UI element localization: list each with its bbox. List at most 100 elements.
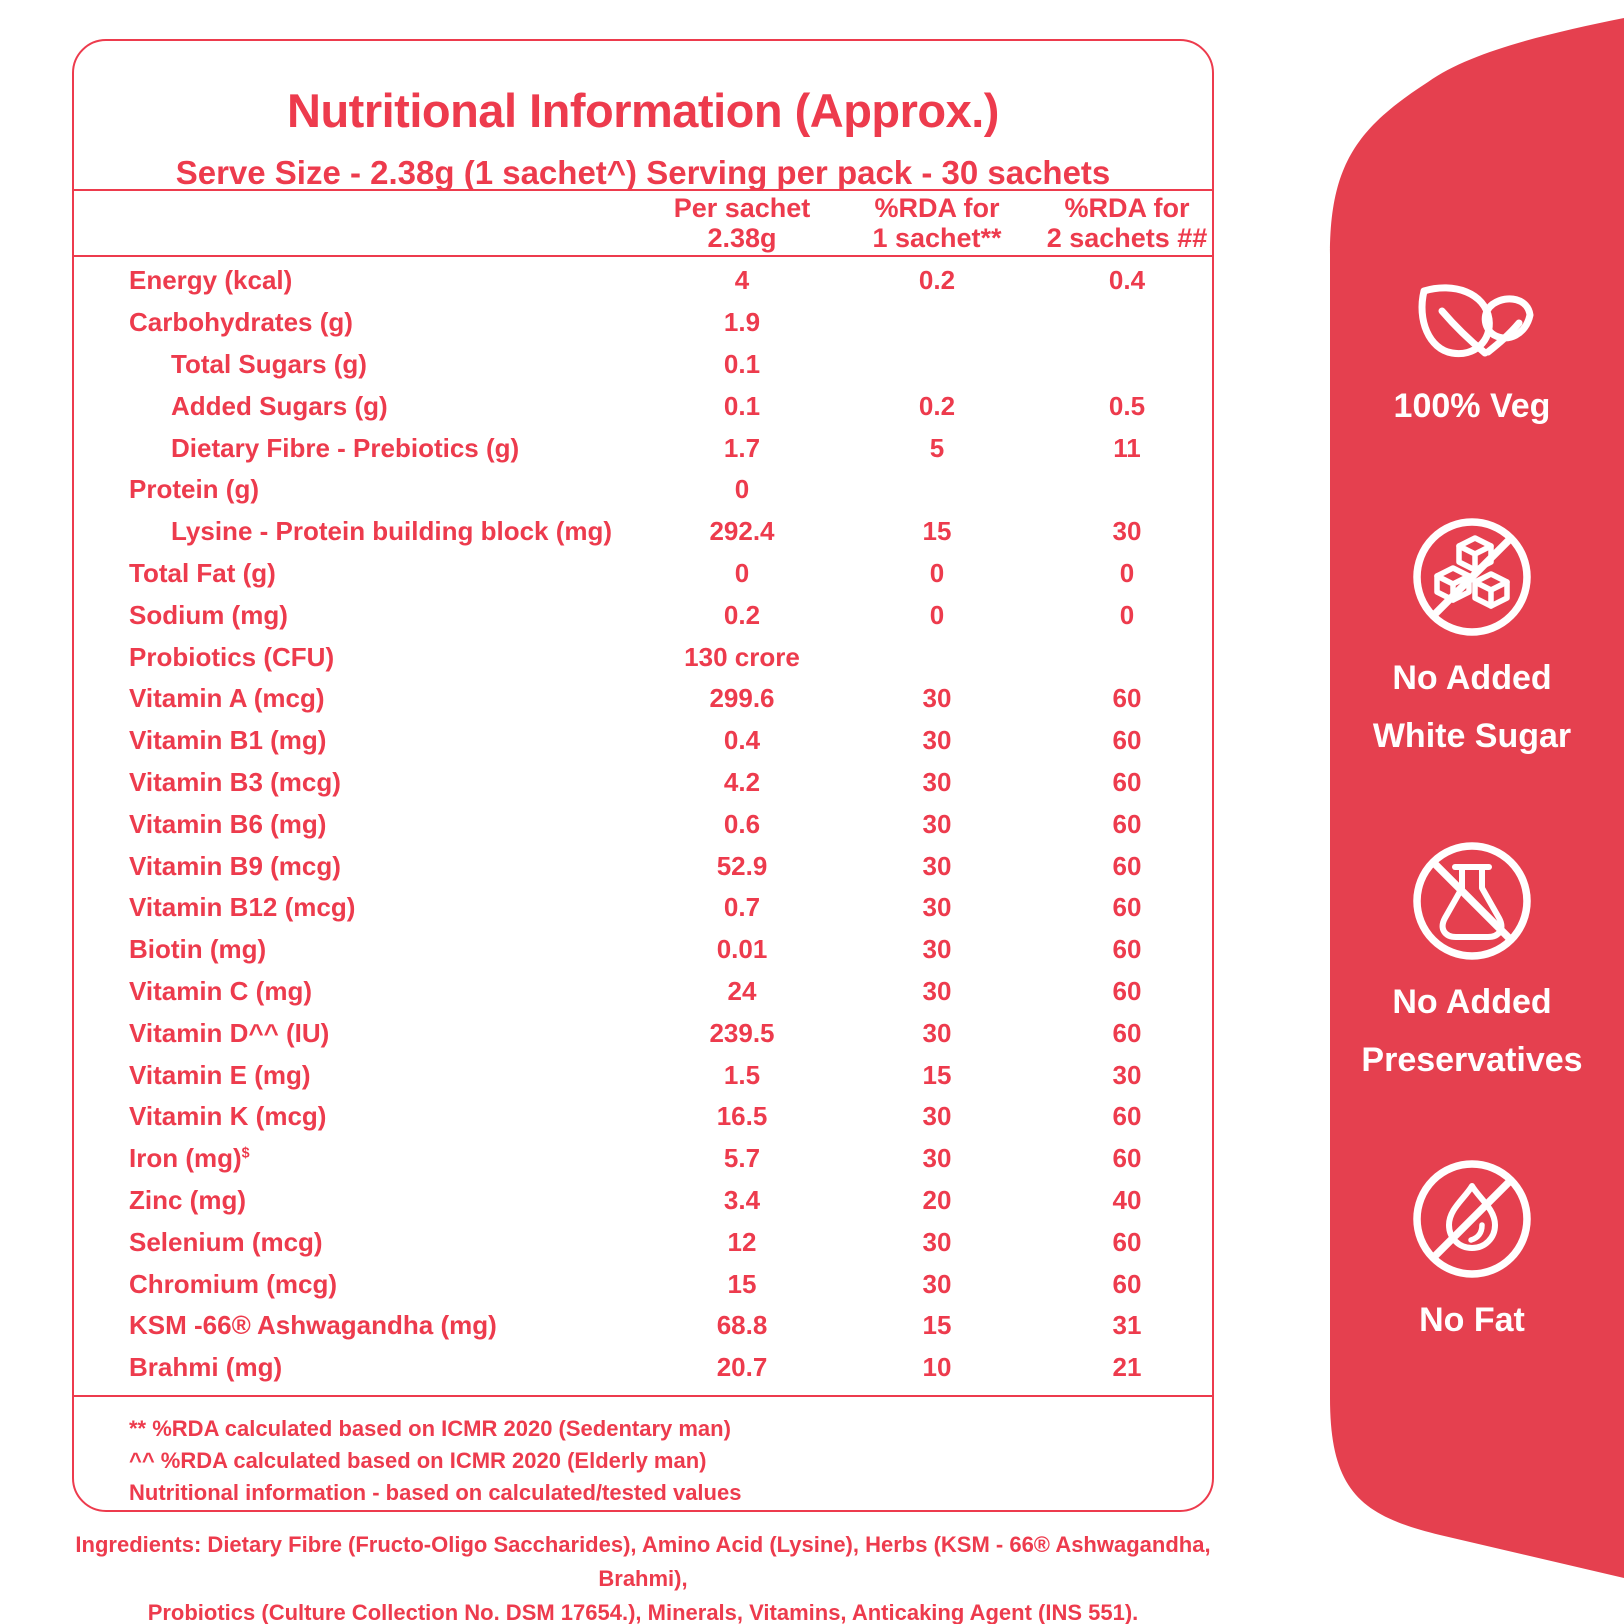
table-row: Chromium (mcg) 15 30 60	[74, 1263, 1212, 1305]
column-header-rda-2-sachets: %RDA for 2 sachets ##	[1046, 193, 1208, 253]
cell-rda-2-sachets: 0	[1119, 557, 1135, 588]
table-row: Vitamin B6 (mg) 0.6 30 60	[74, 803, 1212, 845]
page-title: Nutritional Information (Approx.)	[287, 84, 999, 137]
ingredients-line-2: Probiotics (Culture Collection No. DSM 1…	[147, 1600, 1139, 1624]
table-row: Energy (kcal) 4 0.2 0.4	[74, 260, 1212, 302]
cell-per-sachet: 0.1	[723, 348, 761, 379]
badge-label: 100% Veg	[1393, 387, 1551, 425]
cell-per-sachet: 292.4	[709, 516, 775, 547]
footnote-rda-elderly: ^^ %RDA calculated based on ICMR 2020 (E…	[129, 1448, 707, 1473]
cell-per-sachet: 0.6	[723, 808, 761, 839]
cell-per-sachet: 4.2	[723, 766, 761, 797]
table-row: Vitamin D^^ (IU) 239.5 30 60	[74, 1012, 1212, 1054]
cell-rda-1-sachet: 15	[922, 1059, 952, 1090]
header-divider-top	[74, 189, 1212, 191]
row-label: Vitamin E (mg)	[129, 1059, 311, 1090]
cell-per-sachet: 5.7	[723, 1143, 761, 1174]
badge-no-fat: No Fat	[1320, 1156, 1624, 1358]
table-row: Dietary Fibre - Prebiotics (g) 1.7 5 11	[74, 427, 1212, 469]
table-row: Sodium (mg) 0.2 0 0	[74, 594, 1212, 636]
row-label: Vitamin A (mcg)	[129, 683, 325, 714]
no-fat-icon	[1413, 1160, 1531, 1278]
badge-no-added-white-sugar: No Added White Sugar	[1320, 514, 1624, 756]
row-label: Carbohydrates (g)	[129, 307, 353, 338]
table-row: Protein (g) 0	[74, 469, 1212, 511]
cell-rda-2-sachets: 60	[1112, 934, 1142, 965]
cell-per-sachet: 1.9	[723, 307, 761, 338]
badge-label-line2: White Sugar	[1372, 717, 1572, 755]
row-label: Vitamin K (mcg)	[129, 1101, 327, 1132]
cell-rda-1-sachet: 30	[922, 1143, 952, 1174]
cell-per-sachet: 0.2	[723, 599, 761, 630]
cell-rda-2-sachets: 21	[1112, 1352, 1142, 1383]
cell-rda-2-sachets: 60	[1112, 1226, 1142, 1257]
cell-rda-1-sachet: 5	[929, 432, 945, 463]
table-row: Vitamin C (mg) 24 30 60	[74, 971, 1212, 1013]
table-row: Probiotics (CFU) 130 crore	[74, 636, 1212, 678]
badge-label: No Added	[1392, 983, 1552, 1021]
cell-rda-2-sachets: 11	[1113, 432, 1141, 463]
cell-rda-2-sachets: 60	[1112, 683, 1142, 714]
cell-rda-1-sachet: 15	[922, 1310, 952, 1341]
row-label: Probiotics (CFU)	[129, 641, 335, 672]
table-header-row: Per sachet 2.38g %RDA for 1 sachet** %RD…	[74, 191, 1212, 255]
benefits-banner: 100% Veg No Added White Sugar	[1320, 0, 1624, 1624]
cell-per-sachet: 0.01	[716, 934, 768, 965]
nutrition-table-body: Energy (kcal) 4 0.2 0.4 Carbohydrates (g…	[74, 260, 1212, 1389]
cell-rda-2-sachets: 0.5	[1108, 390, 1146, 421]
cell-per-sachet: 1.7	[723, 432, 761, 463]
table-row: Biotin (mg) 0.01 30 60	[74, 929, 1212, 971]
cell-rda-2-sachets: 30	[1112, 516, 1142, 547]
cell-per-sachet: 15	[727, 1268, 757, 1299]
cell-rda-1-sachet: 0.2	[918, 390, 956, 421]
cell-per-sachet: 0	[734, 474, 750, 505]
badge-label-line2: Preservatives	[1361, 1041, 1583, 1079]
cell-per-sachet: 239.5	[709, 1017, 775, 1048]
cell-rda-1-sachet: 30	[922, 1017, 952, 1048]
row-label: Vitamin B9 (mcg)	[129, 850, 341, 881]
cell-rda-2-sachets: 60	[1112, 892, 1142, 923]
table-row: Vitamin B1 (mg) 0.4 30 60	[74, 720, 1212, 762]
row-label: Zinc (mg)	[129, 1184, 246, 1215]
table-row: Vitamin B9 (mcg) 52.9 30 60	[74, 845, 1212, 887]
table-row: Lysine - Protein building block (mg) 292…	[74, 511, 1212, 553]
cell-per-sachet: 52.9	[716, 850, 768, 881]
row-label: Dietary Fibre - Prebiotics (g)	[171, 432, 520, 463]
cell-per-sachet: 1.5	[723, 1059, 761, 1090]
cell-rda-2-sachets: 40	[1112, 1184, 1142, 1215]
cell-per-sachet: 299.6	[709, 683, 775, 714]
ingredients-line-1: Ingredients: Dietary Fibre (Fructo-Oligo…	[75, 1532, 1211, 1591]
column-header-rda-1-sachet: %RDA for 1 sachet**	[872, 193, 1002, 253]
table-row: Vitamin K (mcg) 16.5 30 60	[74, 1096, 1212, 1138]
row-label: Total Sugars (g)	[171, 348, 367, 379]
row-label: KSM -66® Ashwagandha (mg)	[129, 1310, 497, 1341]
row-label: Vitamin C (mg)	[129, 975, 312, 1006]
nutrition-card: Nutritional Information (Approx.) Serve …	[72, 39, 1214, 1512]
table-row: Vitamin B12 (mcg) 0.7 30 60	[74, 887, 1212, 929]
cell-rda-1-sachet: 30	[922, 1226, 952, 1257]
row-label: Vitamin D^^ (IU)	[129, 1017, 330, 1048]
leaf-icon	[1418, 284, 1534, 358]
table-row: Zinc (mg) 3.4 20 40	[74, 1180, 1212, 1222]
cell-rda-2-sachets: 60	[1112, 808, 1142, 839]
cell-rda-2-sachets: 60	[1112, 725, 1142, 756]
row-label: Vitamin B3 (mcg)	[129, 766, 341, 797]
banner-background-shape	[1330, 18, 1624, 1578]
cell-rda-1-sachet: 0	[929, 557, 945, 588]
header-divider-bottom	[74, 255, 1212, 257]
cell-per-sachet: 12	[727, 1226, 757, 1257]
footnotes: ** %RDA calculated based on ICMR 2020 (S…	[129, 1413, 1129, 1509]
table-row: Vitamin E (mg) 1.5 15 30	[74, 1054, 1212, 1096]
row-label: Vitamin B6 (mg)	[129, 808, 327, 839]
cell-rda-2-sachets: 60	[1112, 766, 1142, 797]
cell-rda-1-sachet: 30	[922, 850, 952, 881]
badge-no-added-preservatives: No Added Preservatives	[1320, 838, 1624, 1080]
cell-per-sachet: 3.4	[723, 1184, 761, 1215]
cell-rda-1-sachet: 15	[922, 516, 952, 547]
cell-rda-2-sachets: 60	[1112, 850, 1142, 881]
footnote-rda-sedentary: ** %RDA calculated based on ICMR 2020 (S…	[129, 1416, 731, 1441]
cell-per-sachet: 68.8	[716, 1310, 768, 1341]
footnote-tested-values: Nutritional information - based on calcu…	[129, 1480, 742, 1505]
cell-rda-1-sachet: 10	[922, 1352, 952, 1383]
